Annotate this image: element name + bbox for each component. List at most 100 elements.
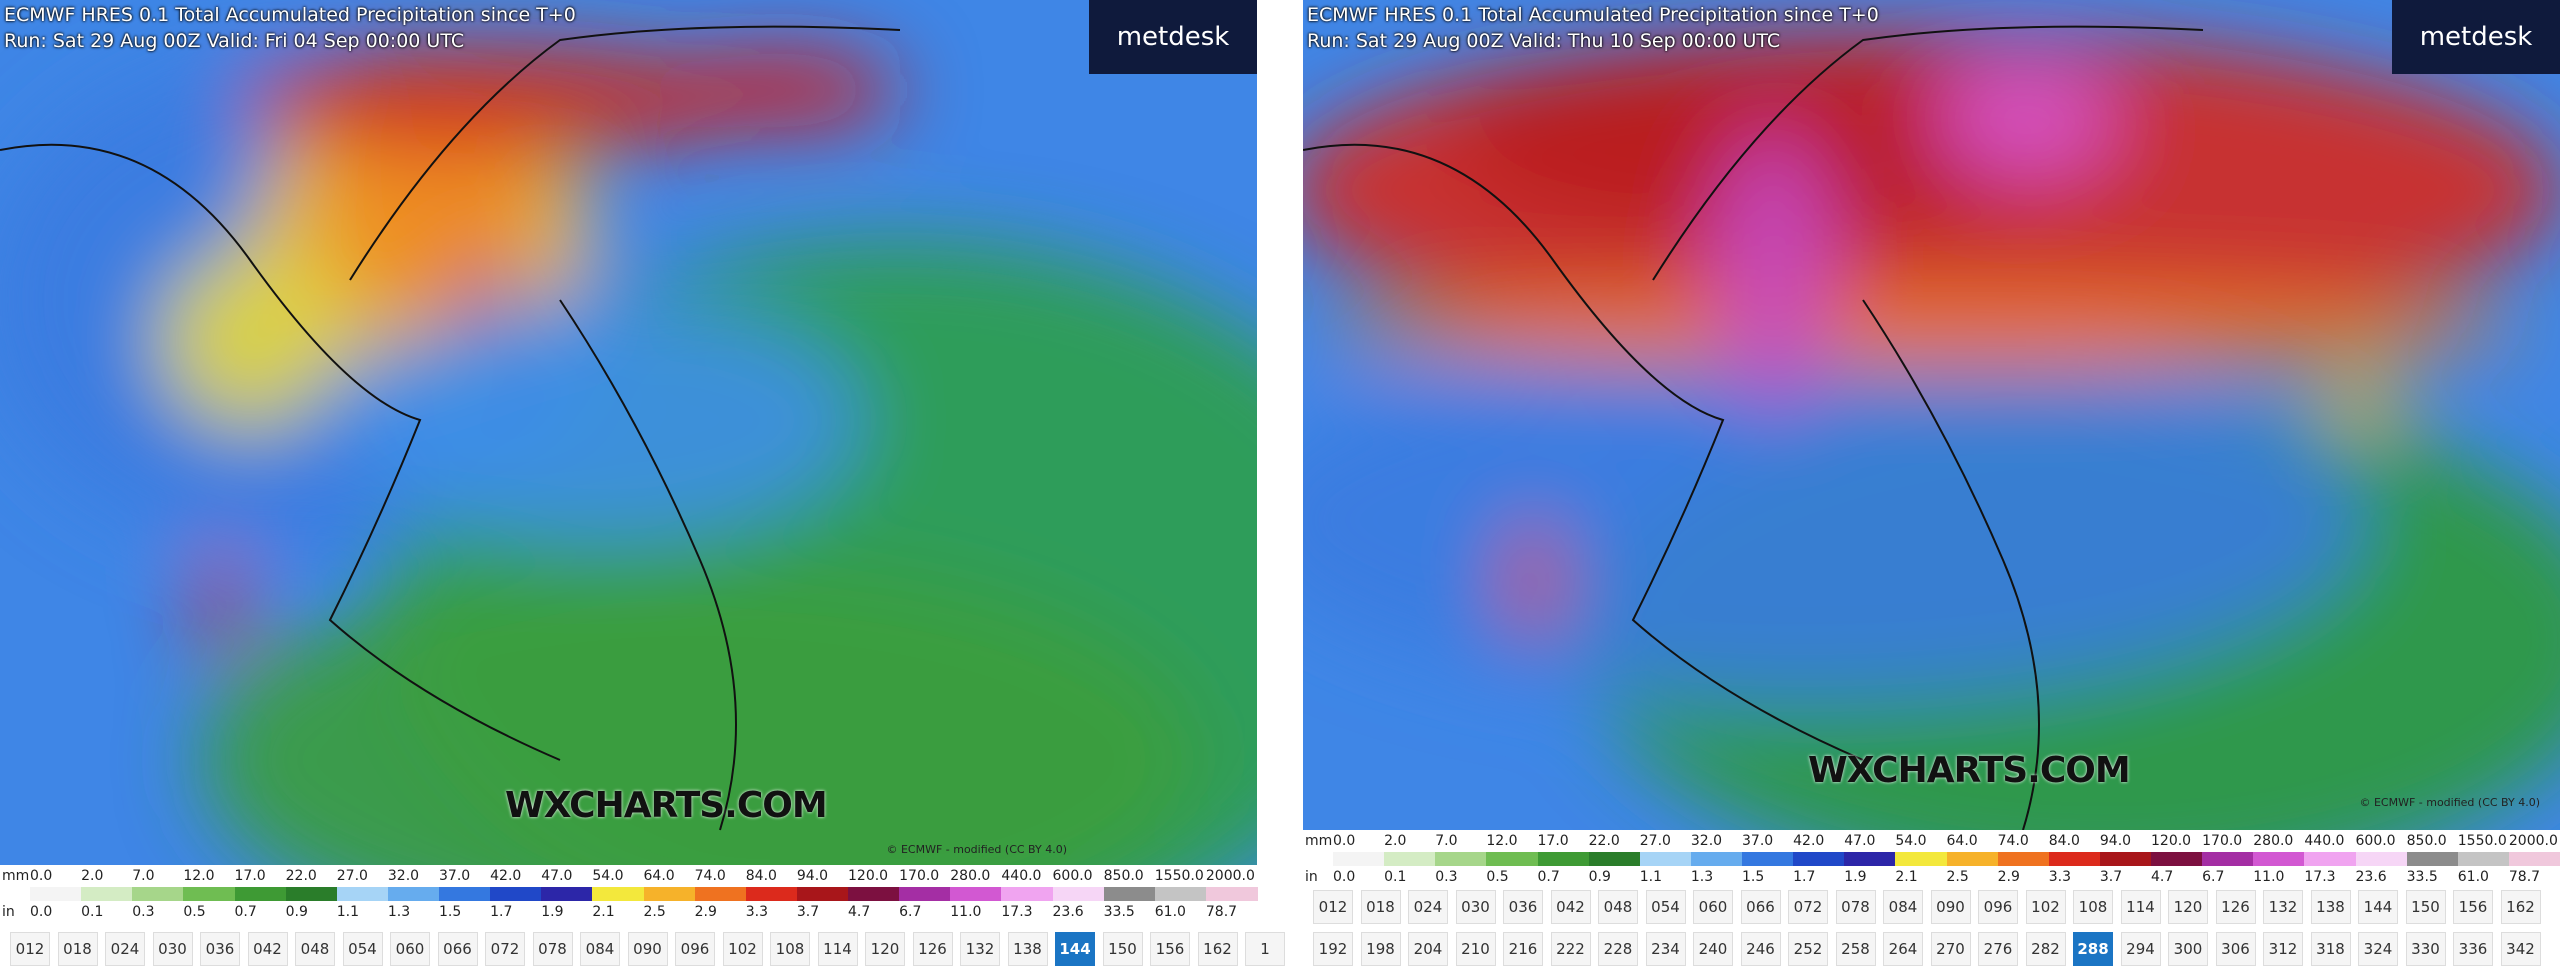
timestep-button[interactable]: 204	[1408, 932, 1448, 966]
timestep-button[interactable]: 084	[580, 932, 620, 966]
timestep-button[interactable]: 090	[627, 932, 668, 966]
copyright: © ECMWF - modified (CC BY 4.0)	[2359, 796, 2540, 809]
timestep-button[interactable]: 108	[2073, 890, 2113, 924]
timestep-button[interactable]: 114	[817, 932, 858, 966]
timestep-button[interactable]: 078	[1835, 890, 1876, 924]
precip-area	[1508, 520, 1558, 640]
timestep-button[interactable]: 078	[532, 932, 573, 966]
timestep-button[interactable]: 318	[2310, 932, 2351, 966]
timestep-button[interactable]: 138	[2310, 890, 2351, 924]
timestep-button[interactable]: 084	[1883, 890, 1923, 924]
timestep-button[interactable]: 222	[1550, 932, 1591, 966]
legend-swatch	[1103, 887, 1156, 901]
timestep-button[interactable]: 246	[1740, 932, 1781, 966]
timestep-button[interactable]: 024	[105, 932, 145, 966]
timestep-button[interactable]: 048	[295, 932, 335, 966]
timestep-button[interactable]: 150	[2405, 890, 2446, 924]
timestep-button[interactable]: 156	[1150, 932, 1190, 966]
timestep-button[interactable]: 228	[1598, 932, 1638, 966]
timestep-button[interactable]: 138	[1007, 932, 1048, 966]
timestep-button[interactable]: 030	[152, 932, 193, 966]
timestep-button[interactable]: 156	[2453, 890, 2493, 924]
timestep-button[interactable]: 294	[2120, 932, 2161, 966]
timestep-button[interactable]: 132	[960, 932, 1000, 966]
timestep-button[interactable]: 096	[1978, 890, 2018, 924]
legend-mm-label: 7.0	[1435, 833, 1458, 849]
timestep-button[interactable]: 024	[1408, 890, 1448, 924]
timestep-button[interactable]: 018	[1360, 890, 1401, 924]
timestep-button[interactable]: 330	[2405, 932, 2446, 966]
legend-mm-label: 37.0	[439, 868, 471, 884]
timestep-button[interactable]: 102	[722, 932, 763, 966]
timestep-button[interactable]: 270	[1930, 932, 1971, 966]
timestep-button[interactable]: 096	[675, 932, 715, 966]
legend-in-label: 2.9	[1997, 869, 2020, 885]
legend-swatch	[1052, 887, 1105, 901]
timestep-button[interactable]: 192	[1313, 932, 1353, 966]
legend-swatch	[899, 887, 952, 901]
timestep-button[interactable]: 126	[912, 932, 953, 966]
timestep-button[interactable]: 072	[1788, 890, 1828, 924]
timestep-button[interactable]: 300	[2168, 932, 2208, 966]
timestep-button[interactable]: 216	[1503, 932, 1543, 966]
timestep-button[interactable]: 198	[1360, 932, 1401, 966]
timestep-button[interactable]: 234	[1645, 932, 1686, 966]
timestep-button[interactable]: 114	[2120, 890, 2161, 924]
timestep-button[interactable]: 030	[1455, 890, 1496, 924]
timestep-button[interactable]: 066	[437, 932, 478, 966]
timestep-button[interactable]: 102	[2025, 890, 2066, 924]
timestep-button[interactable]: 036	[1503, 890, 1543, 924]
timestep-button[interactable]: 012	[1313, 890, 1353, 924]
timestep-button[interactable]: 306	[2215, 932, 2256, 966]
timestep-button[interactable]: 072	[485, 932, 525, 966]
legend-mm-label: 170.0	[2202, 833, 2243, 849]
timestep-button[interactable]: 342	[2500, 932, 2541, 966]
timestep-button[interactable]: 162	[1197, 932, 1238, 966]
legend-in-label: 1.3	[1690, 869, 1714, 885]
timestep-button[interactable]: 054	[342, 932, 383, 966]
timestep-button[interactable]: 108	[770, 932, 810, 966]
timestep-button[interactable]: 012	[10, 932, 50, 966]
timestep-button[interactable]: 312	[2263, 932, 2303, 966]
timestep-button[interactable]: 336	[2453, 932, 2493, 966]
timestep-button[interactable]: 282	[2025, 932, 2066, 966]
timestep-button[interactable]: 066	[1740, 890, 1781, 924]
timestep-button[interactable]: 090	[1930, 890, 1971, 924]
legend-mm-label: 27.0	[1639, 833, 1671, 849]
timestep-button[interactable]: 288	[2073, 932, 2113, 966]
timestep-button[interactable]: 144	[1055, 932, 1095, 966]
legend-in-label: 3.3	[2048, 869, 2072, 885]
legend-swatch	[1384, 852, 1437, 866]
timestep-button[interactable]: 126	[2215, 890, 2256, 924]
legend-in-label: 11.0	[2253, 869, 2285, 885]
timestep-button[interactable]: 048	[1598, 890, 1638, 924]
timestep-button[interactable]: 264	[1883, 932, 1923, 966]
chart-panel: ECMWF HRES 0.1 Total Accumulated Precipi…	[0, 0, 1285, 975]
timestep-button[interactable]: 132	[2263, 890, 2303, 924]
timestep-button[interactable]: 060	[1693, 890, 1733, 924]
timestep-button[interactable]: 060	[390, 932, 430, 966]
timestep-button[interactable]: 042	[247, 932, 288, 966]
timestep-button[interactable]: 042	[1550, 890, 1591, 924]
timestep-button[interactable]: 120	[2168, 890, 2208, 924]
timestep-button[interactable]: 120	[865, 932, 905, 966]
timestep-button[interactable]: 162	[2500, 890, 2541, 924]
legend-mm-label: 1550.0	[1154, 868, 1204, 884]
timestep-button[interactable]: 240	[1693, 932, 1733, 966]
legend-mm-label: 47.0	[541, 868, 573, 884]
timestep-button[interactable]: 324	[2358, 932, 2398, 966]
timestep-button[interactable]: 036	[200, 932, 240, 966]
timestep-button[interactable]: 252	[1788, 932, 1828, 966]
legend-mm-label: 12.0	[1486, 833, 1518, 849]
timestep-button[interactable]: 150	[1102, 932, 1143, 966]
legend-mm-label: 94.0	[2099, 833, 2132, 849]
legend-in-label: 2.9	[694, 904, 717, 920]
timestep-button[interactable]: 1	[1245, 932, 1285, 966]
timestep-button[interactable]: 054	[1645, 890, 1686, 924]
timestep-button[interactable]: 018	[57, 932, 98, 966]
timestep-button[interactable]: 258	[1835, 932, 1876, 966]
timestep-button[interactable]: 210	[1455, 932, 1496, 966]
legend-swatch	[1793, 852, 1846, 866]
timestep-button[interactable]: 144	[2358, 890, 2398, 924]
timestep-button[interactable]: 276	[1978, 932, 2018, 966]
